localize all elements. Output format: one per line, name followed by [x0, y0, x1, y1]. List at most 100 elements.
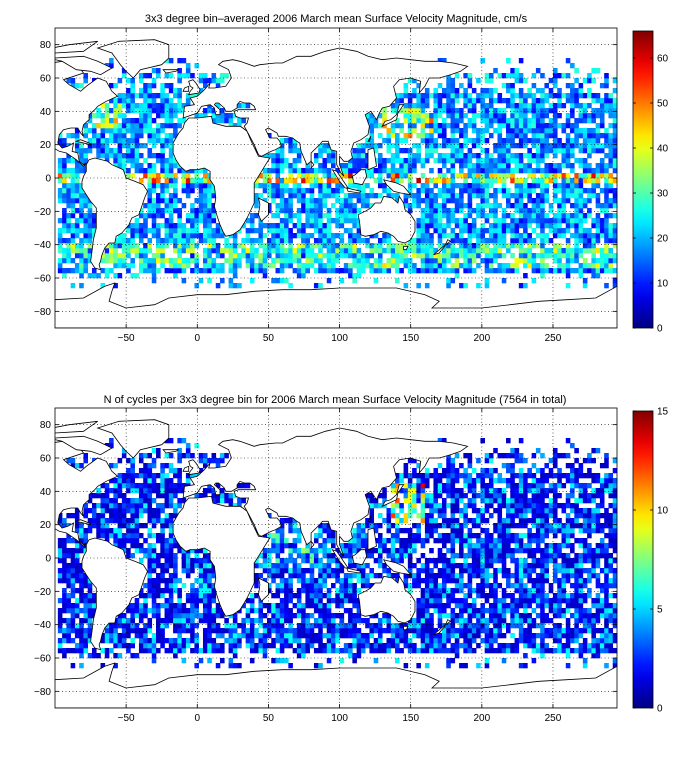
vel-bin-cell — [608, 93, 614, 99]
vel-bin-cell — [412, 268, 417, 274]
vel-bin-cell — [202, 268, 208, 274]
vel-bin-cell — [446, 258, 451, 264]
vel-bin-cell — [599, 173, 605, 179]
cyc-bin-cell — [241, 483, 246, 489]
vel-bin-cell — [587, 263, 592, 269]
vel-bin-cell — [390, 163, 396, 169]
cyc-bin-cell — [173, 623, 178, 629]
vel-bin-cell — [249, 238, 255, 244]
cyc-bin-cell — [113, 513, 118, 519]
cyc-bin-cell — [83, 593, 89, 599]
cyc-bin-cell — [296, 648, 302, 654]
vel-bin-cell — [416, 203, 421, 209]
vel-bin-cell — [331, 218, 336, 224]
cyc-bin-cell — [160, 628, 165, 634]
vel-bin-cell — [582, 108, 588, 114]
vel-bin-cell — [143, 243, 148, 249]
vel-bin-cell — [352, 243, 357, 249]
vel-bin-cell — [480, 178, 485, 184]
cyc-bin-cell — [292, 603, 298, 609]
cyc-bin-cell — [258, 623, 264, 629]
vel-bin-cell — [386, 173, 392, 179]
vel-bin-cell — [595, 123, 601, 129]
vel-bin-cell — [527, 103, 532, 109]
cyc-bin-cell — [335, 588, 340, 594]
cyc-bin-cell — [326, 603, 332, 609]
cyc-bin-cell — [322, 613, 328, 619]
cyc-bin-cell — [305, 643, 310, 649]
cyc-bin-cell — [66, 553, 71, 559]
cyc-bin-cell — [168, 593, 174, 599]
cyc-bin-cell — [130, 458, 135, 464]
cyc-bin-cell — [66, 603, 71, 609]
cyc-bin-cell — [416, 558, 421, 564]
vel-bin-cell — [322, 163, 328, 169]
vel-bin-cell — [83, 218, 89, 224]
cyc-bin-cell — [173, 578, 178, 584]
cyc-bin-cell — [164, 483, 170, 489]
cyc-bin-cell — [211, 568, 217, 574]
cyc-bin-cell — [326, 598, 332, 604]
vel-landmass — [96, 39, 170, 79]
vel-bin-cell — [309, 263, 315, 269]
vel-bin-cell — [604, 233, 609, 239]
vel-bin-cell — [591, 258, 596, 264]
cyc-bin-cell — [100, 533, 106, 539]
cyc-bin-cell — [224, 618, 229, 624]
vel-bin-cell — [87, 213, 93, 219]
cyc-bin-cell — [356, 653, 362, 659]
vel-bin-cell — [412, 88, 417, 94]
cyc-bin-cell — [322, 578, 328, 584]
vel-bin-cell — [565, 283, 571, 289]
vel-bin-cell — [121, 248, 127, 254]
vel-bin-cell — [480, 113, 485, 119]
vel-bin-cell — [565, 183, 571, 189]
vel-bin-cell — [313, 158, 319, 164]
cyc-bin-cell — [104, 638, 110, 644]
vel-bin-cell — [57, 218, 63, 224]
vel-bin-cell — [574, 238, 579, 244]
vel-bin-cell — [395, 253, 400, 259]
vel-bin-cell — [134, 123, 140, 129]
cyc-bin-cell — [177, 643, 182, 649]
vel-bin-cell — [484, 238, 490, 244]
vel-bin-cell — [488, 268, 494, 274]
vel-bin-cell — [318, 228, 323, 234]
cyc-bin-cell — [237, 663, 242, 669]
cyc-bin-cell — [194, 623, 199, 629]
cyc-bin-cell — [66, 623, 71, 629]
vel-bin-cell — [604, 223, 609, 229]
vel-bin-cell — [87, 143, 93, 149]
cyc-bin-cell — [147, 508, 153, 514]
vel-bin-cell — [185, 188, 191, 194]
vel-bin-cell — [412, 153, 417, 159]
vel-bin-cell — [70, 198, 76, 204]
vel-bin-cell — [365, 263, 370, 269]
vel-bin-cell — [62, 213, 67, 219]
vel-bin-cell — [220, 113, 225, 119]
cyc-bin-cell — [151, 508, 157, 514]
vel-bin-cell — [442, 123, 447, 129]
vel-bin-cell — [390, 193, 396, 199]
cyc-bin-cell — [279, 648, 285, 654]
cyc-bin-cell — [296, 578, 302, 584]
cyc-bin-cell — [309, 633, 315, 639]
vel-bin-cell — [433, 253, 439, 259]
cyc-bin-cell — [279, 658, 285, 664]
cyc-bin-cell — [360, 578, 366, 584]
vel-bin-cell — [160, 223, 165, 229]
vel-bin-cell — [570, 93, 575, 99]
vel-bin-cell — [356, 163, 362, 169]
vel-bin-cell — [424, 148, 430, 154]
vel-bin-cell — [471, 98, 477, 104]
cyc-bin-cell — [416, 628, 421, 634]
vel-bin-cell — [134, 143, 140, 149]
cyc-bin-cell — [134, 608, 140, 614]
vel-bin-cell — [433, 263, 439, 269]
vel-bin-cell — [288, 218, 293, 224]
cyc-bin-cell — [130, 498, 135, 504]
vel-bin-cell — [523, 78, 528, 84]
vel-bin-cell — [420, 238, 426, 244]
vel-bin-cell — [151, 233, 157, 239]
cyc-bin-cell — [382, 518, 387, 524]
